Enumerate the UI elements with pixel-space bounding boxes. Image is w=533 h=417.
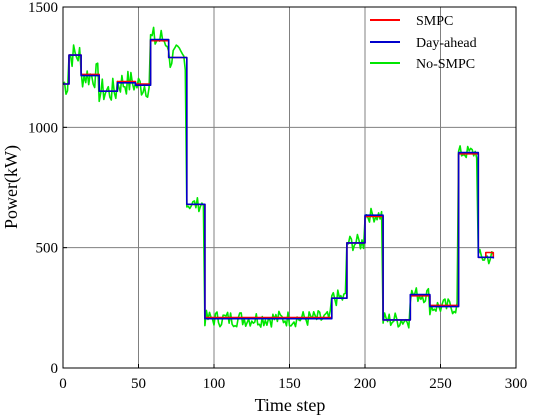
- x-tick-label: 100: [203, 376, 226, 392]
- legend-label-smpc: SMPC: [416, 14, 453, 29]
- y-tick-label: 0: [51, 361, 59, 377]
- x-tick-label: 0: [59, 376, 67, 392]
- x-tick-label: 150: [278, 376, 301, 392]
- legend-label-no-smpc: No-SMPC: [416, 57, 475, 72]
- series-line-no-smpc: [62, 26, 494, 329]
- legend-label-day-ahead: Day-ahead: [416, 36, 477, 51]
- axis-ticks: 0 50 100 150 200 250 300 0 500 1000 1500: [28, 0, 527, 392]
- y-tick-label: 1500: [28, 0, 58, 16]
- x-axis-title: Time step: [255, 395, 326, 415]
- legend: SMPC Day-ahead No-SMPC: [370, 14, 477, 72]
- x-tick-label: 50: [131, 376, 146, 392]
- grid-lines: [63, 7, 516, 368]
- x-tick-label: 200: [354, 376, 377, 392]
- y-axis-title: Power(kW): [1, 145, 22, 229]
- x-tick-label: 300: [505, 376, 528, 392]
- series-layer: [62, 26, 495, 329]
- series-line-day-ahead: [63, 38, 495, 321]
- y-tick-label: 1000: [28, 120, 58, 136]
- x-tick-label: 250: [429, 376, 452, 392]
- y-tick-label: 500: [36, 241, 59, 257]
